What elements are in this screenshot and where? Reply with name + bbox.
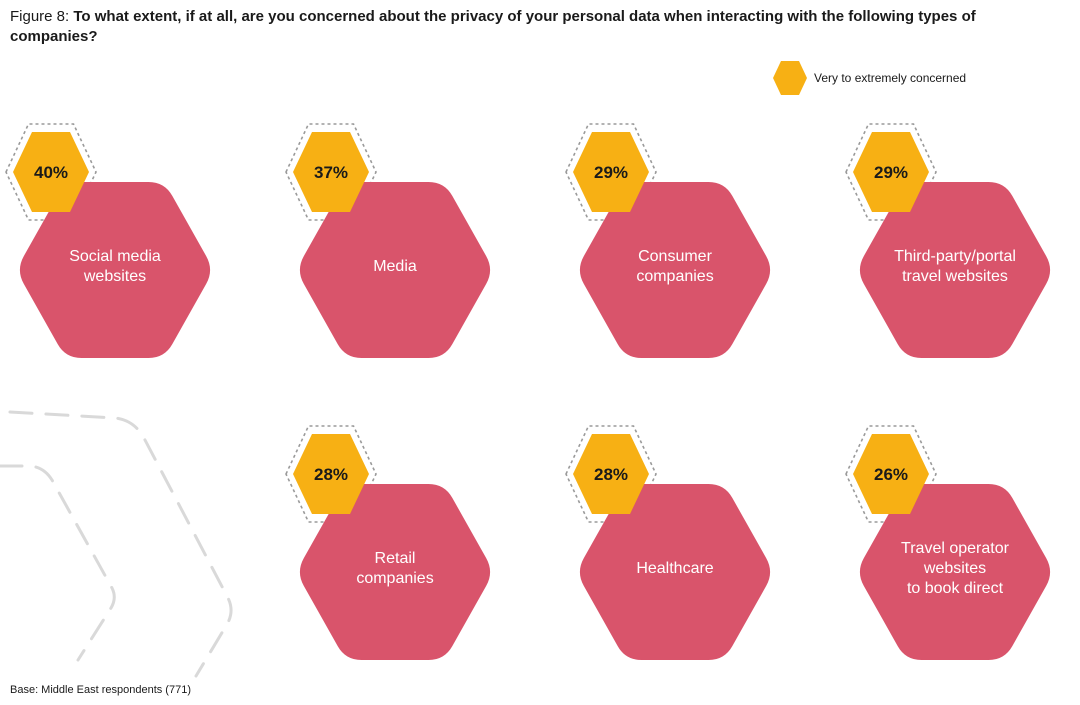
category-label: websites <box>83 268 146 285</box>
legend: Very to extremely concerned <box>772 60 966 96</box>
base-note: Base: Middle East respondents (771) <box>10 684 191 696</box>
dashed-outline-hexagon <box>5 123 97 221</box>
concern-badge <box>293 132 369 212</box>
category-group: Social media websites 40% <box>5 123 211 358</box>
concern-badge <box>853 132 929 212</box>
percent-label: 40% <box>34 163 68 182</box>
category-label: Consumer <box>638 248 712 265</box>
category-label: Healthcare <box>636 560 713 577</box>
category-label: websites <box>923 560 986 577</box>
category-label: companies <box>356 570 433 587</box>
category-label: travel websites <box>902 268 1008 285</box>
percent-label: 28% <box>314 465 348 484</box>
percent-label: 28% <box>594 465 628 484</box>
category-group: Third-party/portal travel websites 29% <box>845 123 1051 358</box>
percent-label: 29% <box>594 163 628 182</box>
concern-badge <box>13 132 89 212</box>
legend-swatch <box>773 61 807 95</box>
category-hexagon <box>19 182 211 358</box>
dashed-outline-hexagon <box>845 425 937 523</box>
category-label: Retail <box>375 550 416 567</box>
category-label: companies <box>636 268 713 285</box>
category-group: Healthcare 28% <box>565 425 771 660</box>
category-group: Retail companies 28% <box>285 425 491 660</box>
category-label: Media <box>373 258 417 275</box>
category-group: Travel operator websites to book direct 26% <box>845 425 1051 660</box>
dashed-outline-hexagon <box>285 425 377 523</box>
concern-badge <box>573 434 649 514</box>
legend-label: Very to extremely concerned <box>814 71 967 85</box>
category-label: to book direct <box>907 580 1004 597</box>
chart-marks: Social media websites 40% Media 37% Consumer c… <box>5 123 1051 660</box>
dashed-outline-hexagon <box>845 123 937 221</box>
dashed-outline-hexagon <box>565 425 657 523</box>
category-label: Social media <box>69 248 161 265</box>
category-hexagon <box>579 182 771 358</box>
concern-badge <box>573 132 649 212</box>
dashed-outline-hexagon <box>565 123 657 221</box>
decor-chevron-inner <box>0 464 116 662</box>
category-hexagon <box>299 182 491 358</box>
decorative-dashes <box>0 410 233 678</box>
chart-title: Figure 8: To what extent, if at all, are… <box>10 7 1050 47</box>
category-label: Third-party/portal <box>894 248 1016 265</box>
category-hexagon <box>299 484 491 660</box>
category-hexagon <box>859 484 1051 660</box>
decor-chevron-outer <box>8 410 233 678</box>
concern-badge <box>293 434 369 514</box>
category-group: Media 37% <box>285 123 491 358</box>
concern-badge <box>853 434 929 514</box>
legend-hexagon-icon <box>773 61 807 95</box>
percent-label: 29% <box>874 163 908 182</box>
dashed-outline-hexagon <box>285 123 377 221</box>
figure-number: Figure 8: <box>10 8 70 25</box>
percent-label: 37% <box>314 163 348 182</box>
category-group: Consumer companies 29% <box>565 123 771 358</box>
percent-label: 26% <box>874 465 908 484</box>
category-label: Travel operator <box>901 540 1010 557</box>
question-text: To what extent, if at all, are you conce… <box>10 8 976 45</box>
category-hexagon <box>859 182 1051 358</box>
category-hexagon <box>579 484 771 660</box>
